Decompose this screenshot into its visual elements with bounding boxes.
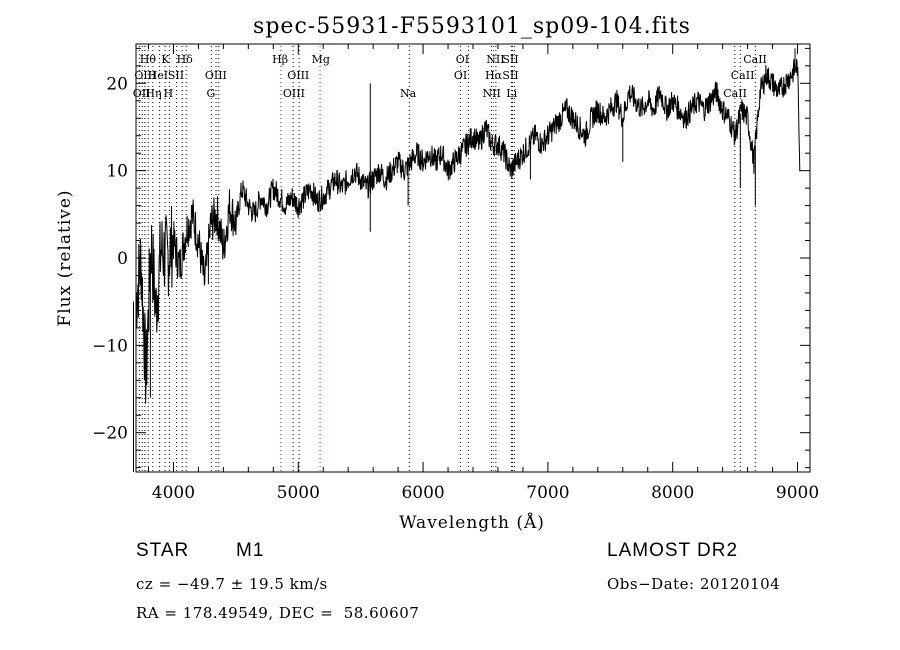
line-label: Li — [506, 87, 517, 100]
line-label: Mg — [312, 53, 330, 66]
line-label: K — [161, 53, 170, 66]
x-tick-label: 9000 — [776, 483, 819, 503]
line-label: SII — [502, 69, 518, 82]
line-label: OI — [456, 53, 469, 66]
y-tick-label: −20 — [92, 424, 128, 444]
line-label: OII — [133, 87, 151, 100]
redshift-info: cz = −49.7 ± 19.5 km/s — [136, 575, 328, 593]
emission-line-markers — [138, 46, 756, 471]
y-tick-label: 0 — [117, 249, 128, 269]
observation-date: Obs−Date: 20120104 — [607, 575, 781, 593]
line-label: OIII — [283, 87, 305, 100]
x-tick-label: 6000 — [401, 483, 444, 503]
line-label: Hα — [485, 69, 503, 82]
line-label: Na — [400, 87, 417, 100]
spectrum-series — [133, 48, 801, 472]
line-label: HeI — [148, 69, 168, 82]
x-tick-label: 5000 — [277, 483, 320, 503]
x-tick-label: 8000 — [651, 483, 694, 503]
line-label: G — [206, 87, 215, 100]
line-label: Hδ — [177, 53, 194, 66]
line-label: OIII — [287, 69, 309, 82]
axis-ticks: 4000 5000 6000 7000 8000 9000 −20 −10 0 10 20 — [92, 44, 819, 503]
spectrum-line — [135, 59, 801, 404]
y-axis-label: Flux (relative) — [55, 189, 75, 326]
y-tick-label: 10 — [106, 162, 128, 182]
line-label: OIII — [134, 69, 156, 82]
line-label: CaII — [723, 87, 747, 100]
chart-title: spec-55931-F5593101_sp09-104.fits — [253, 14, 691, 39]
line-label: Hθ — [140, 53, 157, 66]
line-label: CaII — [731, 69, 755, 82]
coordinates: RA = 178.49549, DEC = 58.60607 — [136, 604, 420, 622]
line-label: H — [164, 87, 174, 100]
x-tick-label: 7000 — [526, 483, 569, 503]
line-label: NII — [486, 53, 504, 66]
object-subclass: M1 — [236, 540, 265, 561]
line-label: SII — [168, 69, 184, 82]
x-tick-label: 4000 — [152, 483, 195, 503]
line-label: CaII — [743, 53, 767, 66]
object-class: STAR — [136, 540, 190, 561]
y-tick-label: 20 — [106, 74, 128, 94]
line-label: NII — [483, 87, 501, 100]
line-label: OI — [454, 69, 467, 82]
survey-name: LAMOST DR2 — [607, 540, 739, 561]
x-axis-label: Wavelength (Å) — [399, 512, 545, 533]
line-label: Hβ — [272, 53, 288, 66]
line-label: Hη — [145, 87, 161, 100]
y-tick-label: −10 — [92, 336, 128, 356]
line-label: OIII — [205, 69, 227, 82]
line-label: SII — [502, 53, 518, 66]
